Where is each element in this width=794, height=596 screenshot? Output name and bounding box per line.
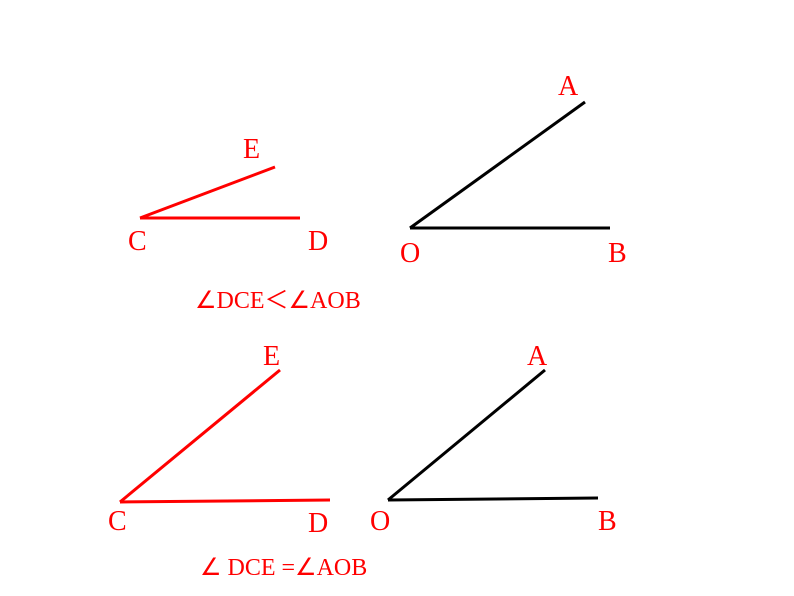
label-O1: O [400,238,420,269]
label-A2: A [527,341,548,372]
angle2-black: O B A [370,341,617,537]
angle2-red-ray2 [120,370,280,502]
label-E1: E [243,134,260,165]
geometry-diagram: C D E O B A ∠DCE＜∠AOB C D E O B A ∠ DCE … [0,0,794,596]
angle2-black-ray1 [388,498,598,500]
angle2-red: C D E [108,341,330,539]
label-D2: D [308,508,328,539]
angle1-red-ray2 [140,167,275,218]
label-A1: A [558,71,579,102]
caption-2: ∠ DCE =∠AOB [200,555,367,581]
angle1-black: O B A [400,71,627,269]
label-B1: B [608,238,627,269]
angle1-red: C D E [128,134,328,257]
label-B2: B [598,506,617,537]
caption-1: ∠DCE＜∠AOB [195,288,361,314]
angle1-black-ray2 [410,102,585,228]
label-C2: C [108,506,127,537]
angle2-red-ray1 [120,500,330,502]
label-D1: D [308,226,328,257]
label-O2: O [370,506,390,537]
label-C1: C [128,226,147,257]
label-E2: E [263,341,280,372]
angle2-black-ray2 [388,370,545,500]
